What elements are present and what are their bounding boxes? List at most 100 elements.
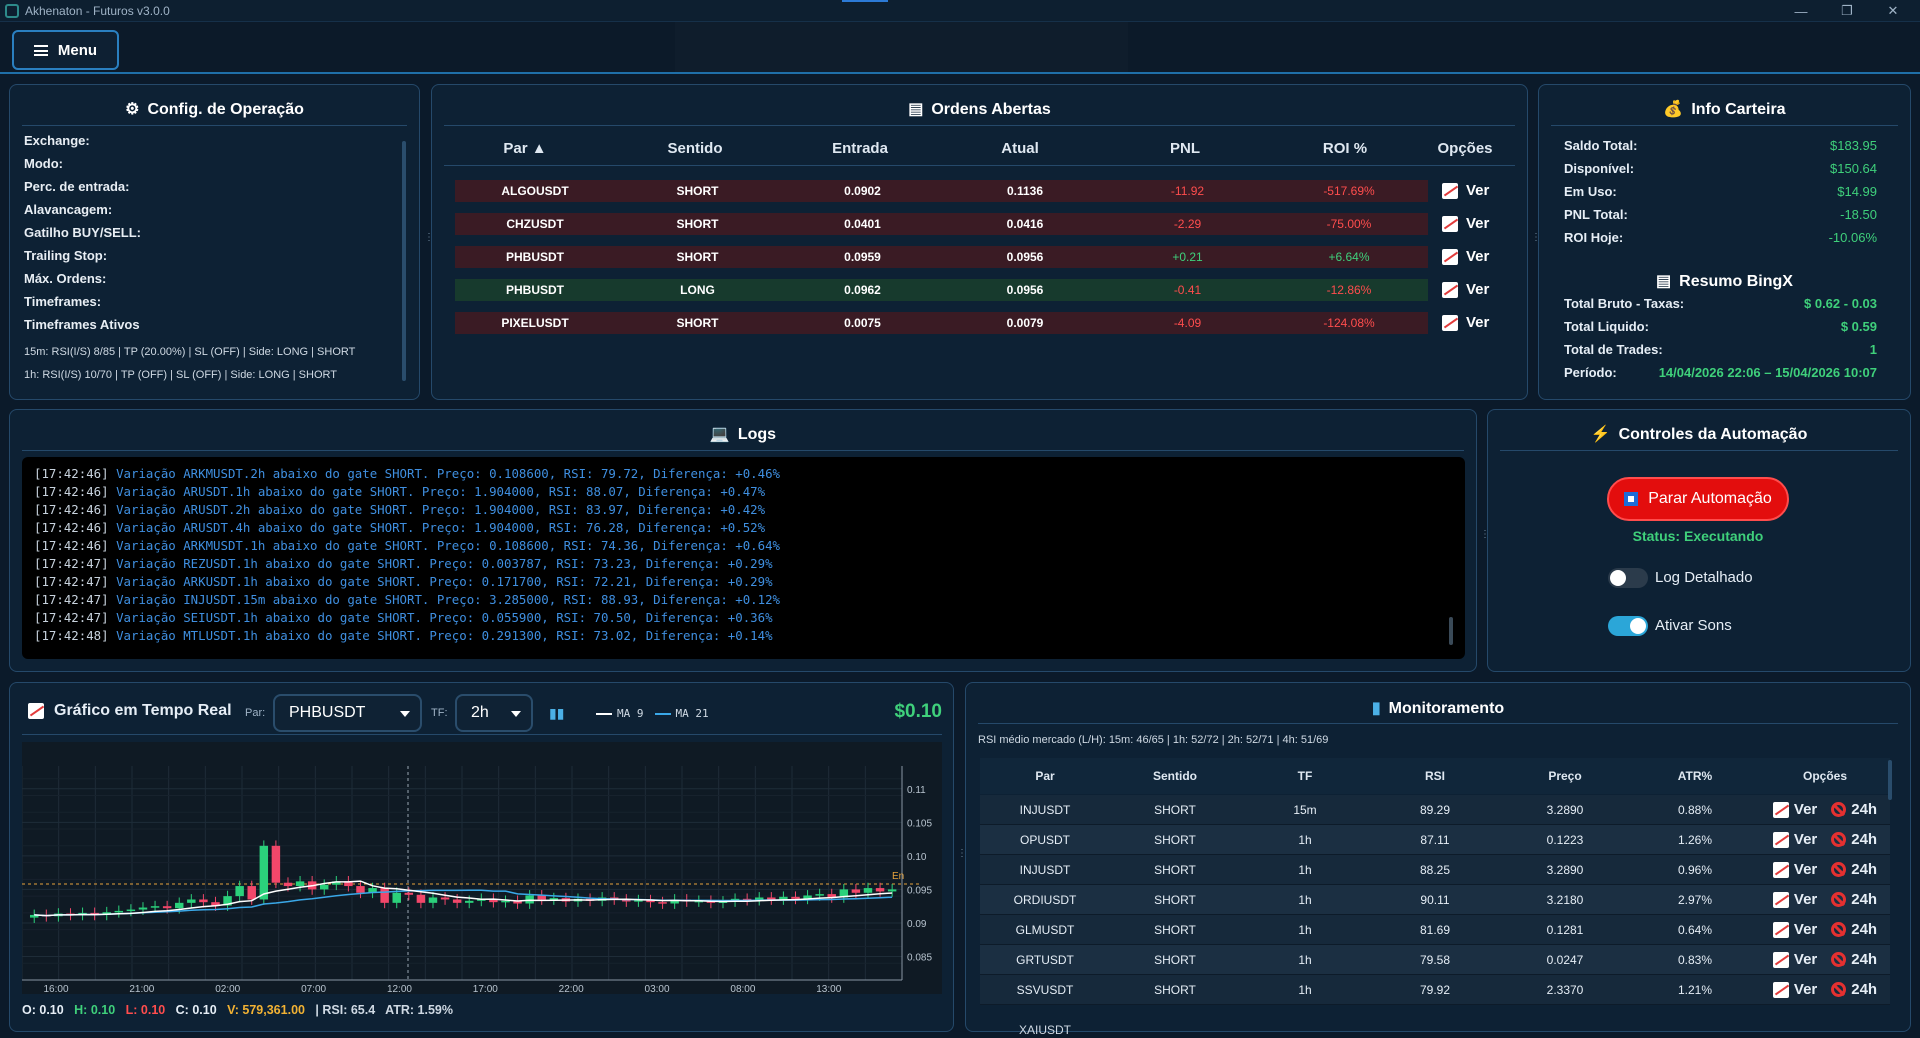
chart-background xyxy=(22,742,942,994)
config-key: Alavancagem: xyxy=(24,202,113,217)
view-order-button[interactable]: Ver xyxy=(1442,314,1489,331)
log-line: [17:42:47] Variação INJUSDT.15m abaixo d… xyxy=(34,591,780,609)
monitor-options: Ver 24h xyxy=(1760,891,1890,908)
ban-24h-button[interactable]: 24h xyxy=(1831,891,1877,908)
view-label: Ver xyxy=(1793,831,1818,848)
y-tick-label: 0.09 xyxy=(907,919,927,930)
resize-grip[interactable]: ⋮ xyxy=(1480,529,1490,540)
order-par: CHZUSDT xyxy=(506,217,564,231)
log-detail-toggle[interactable] xyxy=(1608,568,1648,588)
monitor-column-header: RSI xyxy=(1424,769,1445,783)
y-tick-label: 0.105 xyxy=(907,818,932,829)
candle-body xyxy=(283,882,293,887)
view-button[interactable]: Ver xyxy=(1772,891,1817,908)
candle-body xyxy=(827,894,836,898)
candle-body xyxy=(392,892,401,903)
ban-icon xyxy=(1831,862,1847,877)
orders-panel: ▤ Ordens Abertas xyxy=(431,84,1528,400)
view-button[interactable]: Ver xyxy=(1772,831,1818,848)
stop-label: Parar Automação xyxy=(1648,490,1772,507)
ban-24h-button[interactable]: 24h xyxy=(1831,951,1877,968)
bar-chart-icon[interactable]: ▮▮ xyxy=(549,705,565,721)
order-par: PHBUSDT xyxy=(505,250,564,264)
log-output[interactable]: [17:42:46] Variação ARKMUSDT.2h abaixo d… xyxy=(22,457,1465,659)
monitor-scrollbar[interactable] xyxy=(1888,760,1892,800)
candle-body xyxy=(126,909,136,912)
view-order-button[interactable]: Ver xyxy=(1442,215,1489,232)
candle-body xyxy=(175,902,184,909)
view-button[interactable]: Ver xyxy=(1772,861,1817,878)
close-button[interactable]: ✕ xyxy=(1887,3,1899,18)
wallet-value: $150.64 xyxy=(1830,161,1877,176)
ban-24h-button[interactable]: 24h xyxy=(1831,981,1877,998)
view-order-button[interactable]: Ver xyxy=(1442,281,1489,298)
ban-24h-button[interactable]: 24h xyxy=(1831,921,1877,938)
monitor-subtitle: RSI médio mercado (L/H): 15m: 46/65 | 1h… xyxy=(978,734,1329,746)
chart-icon xyxy=(1772,981,1789,998)
log-timestamp: [17:42:47] xyxy=(34,574,109,589)
config-scrollbar[interactable] xyxy=(402,141,406,381)
monitor-rsi: 90.11 xyxy=(1420,892,1450,907)
timeframe-select[interactable]: 2h xyxy=(455,694,533,732)
monitor-atr: 0.88% xyxy=(1677,802,1713,817)
order-roi: -12.86% xyxy=(1326,283,1372,297)
candle-body xyxy=(114,910,124,913)
menu-button[interactable]: Menu xyxy=(12,30,119,70)
ban-label: 24h xyxy=(1851,891,1878,908)
ma9-line xyxy=(34,880,893,917)
monitor-par: INJUSDT xyxy=(1019,862,1071,877)
config-key: Trailing Stop: xyxy=(24,248,108,263)
monitor-atr: 0.83% xyxy=(1677,952,1713,967)
view-label: Ver xyxy=(1466,182,1490,199)
monitor-atr: 2.97% xyxy=(1677,892,1713,907)
resize-grip[interactable]: ⋮ xyxy=(1531,232,1541,243)
summary-key: Total de Trades: xyxy=(1564,342,1663,357)
chart-icon xyxy=(1442,281,1458,298)
ban-24h-button[interactable]: 24h xyxy=(1831,831,1877,848)
minimize-button[interactable]: — xyxy=(1794,3,1808,19)
summary-row: Período: 14/04/2026 22:06 – 15/04/2026 10… xyxy=(1564,365,1877,387)
ban-24h-button[interactable]: 24h xyxy=(1831,861,1877,878)
summary-row: Total Liquido: $ 0.59 xyxy=(1564,319,1877,341)
pair-select[interactable]: PHBUSDT xyxy=(273,694,422,732)
order-entrada: 0.0075 xyxy=(844,316,881,330)
log-timestamp: [17:42:47] xyxy=(34,556,109,571)
stop-automation-button[interactable]: Parar Automação xyxy=(1607,477,1789,521)
sounds-toggle[interactable] xyxy=(1608,616,1648,636)
top-bar: Menu xyxy=(0,22,1920,74)
view-order-button[interactable]: Ver xyxy=(1442,248,1489,265)
price-chart[interactable]: 0.11 0.105 0.10 0.095 0.09 0.085 16:00 21:00 02:… xyxy=(22,742,942,994)
monitor-preco: 0.1281 xyxy=(1546,922,1584,937)
view-order-button[interactable]: Ver xyxy=(1442,182,1489,199)
stop-icon xyxy=(1624,492,1639,506)
resize-grip[interactable]: ⋮ xyxy=(957,848,967,859)
wallet-key: Em Uso: xyxy=(1564,184,1617,199)
restore-button[interactable]: ❐ xyxy=(1841,3,1853,18)
ban-label: 24h xyxy=(1851,921,1878,938)
view-button[interactable]: Ver xyxy=(1772,981,1817,998)
view-button[interactable]: Ver xyxy=(1772,801,1817,818)
candle-body xyxy=(199,899,208,903)
view-button[interactable]: Ver xyxy=(1772,921,1817,938)
resize-grip[interactable]: ⋮ xyxy=(424,232,434,243)
wallet-row: Em Uso: $14.99 xyxy=(1564,184,1877,206)
logs-title: 💻 Logs xyxy=(709,426,777,443)
candle-body xyxy=(368,888,377,893)
candle-body xyxy=(742,898,752,901)
summary-key: Período: xyxy=(1564,365,1617,380)
money-bag-icon: 💰 xyxy=(1663,101,1684,118)
monitor-par: GLMUSDT xyxy=(1015,922,1075,937)
candle-body xyxy=(440,897,450,900)
candle-body xyxy=(247,886,256,900)
ban-24h-button[interactable]: 24h xyxy=(1831,801,1877,818)
monitor-options: Ver 24h xyxy=(1760,921,1890,938)
ban-icon xyxy=(1831,922,1847,937)
view-button[interactable]: Ver xyxy=(1772,951,1817,968)
wallet-value: $14.99 xyxy=(1837,184,1877,199)
orders-column-header: Sentido xyxy=(667,140,723,157)
log-scrollbar[interactable] xyxy=(1449,617,1453,645)
orders-column-header[interactable]: Par ▲ xyxy=(503,140,547,157)
divider xyxy=(444,125,1515,126)
ma9-swatch xyxy=(596,712,612,715)
ma21-swatch xyxy=(654,712,671,715)
